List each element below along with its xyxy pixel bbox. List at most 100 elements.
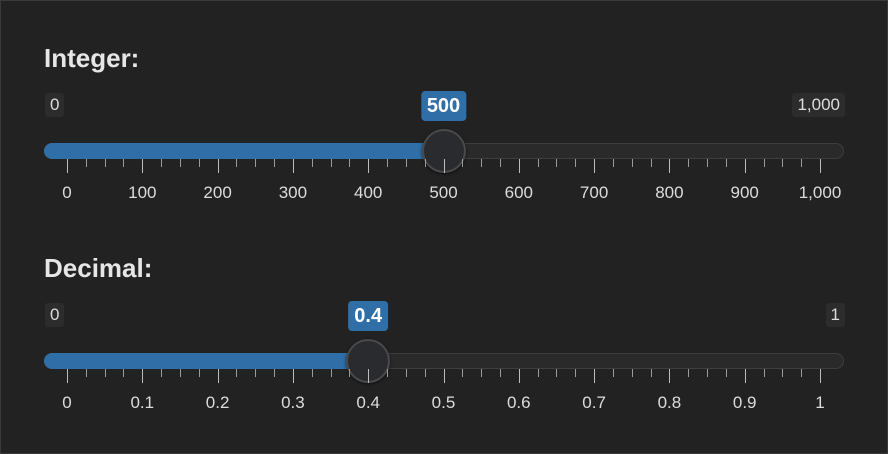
minor-tick [198,369,200,377]
major-tick [217,369,219,383]
decimal-slider-group: Decimal: 0 1 0.4 0 0.1 0.2 0.3 0.4 0.5 0.6 0.7 0… [1,211,888,412]
minor-tick [575,369,577,377]
tick-label: 1 [815,393,825,412]
tick-label: 0 [62,183,72,202]
minor-tick [85,159,87,167]
minor-tick [575,159,577,167]
tick-label: 800 [655,183,684,202]
minor-tick [631,159,633,167]
slider-label: Integer: [44,43,140,73]
minor-tick [631,369,633,377]
minor-tick [462,159,464,167]
minor-tick [556,369,558,377]
minor-tick [311,159,313,167]
minor-tick [763,159,765,167]
minor-tick [537,369,539,377]
minor-tick [179,369,181,377]
major-tick [142,369,144,383]
major-tick [368,159,370,173]
minor-tick [255,159,257,167]
tick-label: 0.1 [130,393,155,412]
major-tick [67,159,68,173]
slider-min-label: 0 [45,303,65,327]
minor-tick [612,159,614,167]
minor-tick [349,159,351,167]
minor-tick [707,369,709,377]
minor-tick [537,159,539,167]
tick-label: 0.6 [506,393,531,412]
minor-tick [801,159,803,167]
tick-label: 600 [504,183,533,202]
minor-tick [387,369,389,377]
major-tick [368,369,370,383]
tick-label: 0.2 [205,393,230,412]
tick-label: 0.5 [431,393,456,412]
minor-tick [782,369,784,377]
slider-min-label: 0 [45,93,65,117]
major-tick [518,159,520,173]
slider-fill [44,143,444,159]
tick-label: 200 [203,183,232,202]
major-tick [292,159,294,173]
slider-value-badge: 500 [420,91,467,121]
major-tick [669,159,671,173]
minor-tick [725,159,727,167]
minor-tick [387,159,389,167]
slider-value-badge: 0.4 [348,301,389,331]
major-tick [292,369,294,383]
minor-tick [405,369,407,377]
minor-tick [179,159,181,167]
major-tick [217,159,219,173]
minor-tick [424,159,426,167]
minor-tick [782,159,784,167]
tick-label: 700 [579,183,609,202]
minor-tick [499,369,501,377]
minor-tick [462,369,464,377]
integer-slider-group: Integer: 0 1,000 500 0 100 200 300 400 500 600… [1,1,888,202]
tick-label: 400 [354,183,383,202]
minor-tick [236,369,238,377]
minor-tick [688,159,690,167]
minor-tick [650,369,652,377]
minor-tick [556,159,558,167]
major-tick [594,369,596,383]
minor-tick [330,369,332,377]
major-tick [142,159,144,173]
minor-tick [801,369,803,377]
minor-tick [424,369,426,377]
major-tick [744,369,746,383]
minor-tick [85,369,87,377]
minor-tick [161,369,163,377]
tick-label: 100 [128,183,157,202]
minor-tick [481,159,483,167]
minor-tick [330,159,332,167]
major-tick [820,159,821,173]
tick-label: 0.3 [281,393,305,412]
major-tick [518,369,520,383]
minor-tick [104,159,106,167]
tick-label: 500 [429,183,458,202]
minor-tick [763,369,765,377]
minor-tick [650,159,652,167]
tick-label: 1,000 [798,183,842,202]
minor-tick [104,369,106,377]
minor-tick [161,159,163,167]
major-tick [594,159,596,173]
minor-tick [349,369,351,377]
slider-fill [44,353,369,369]
major-tick [67,369,68,383]
minor-tick [499,159,501,167]
tick-label: 0.7 [582,393,606,412]
major-tick [744,159,746,173]
minor-tick [198,159,200,167]
minor-tick [405,159,407,167]
slider-handle[interactable] [421,129,466,173]
minor-tick [255,369,257,377]
minor-tick [725,369,727,377]
minor-tick [707,159,709,167]
slider-max-label: 1 [825,303,845,327]
tick-label: 0 [62,393,72,412]
minor-tick [311,369,313,377]
minor-tick [123,369,125,377]
